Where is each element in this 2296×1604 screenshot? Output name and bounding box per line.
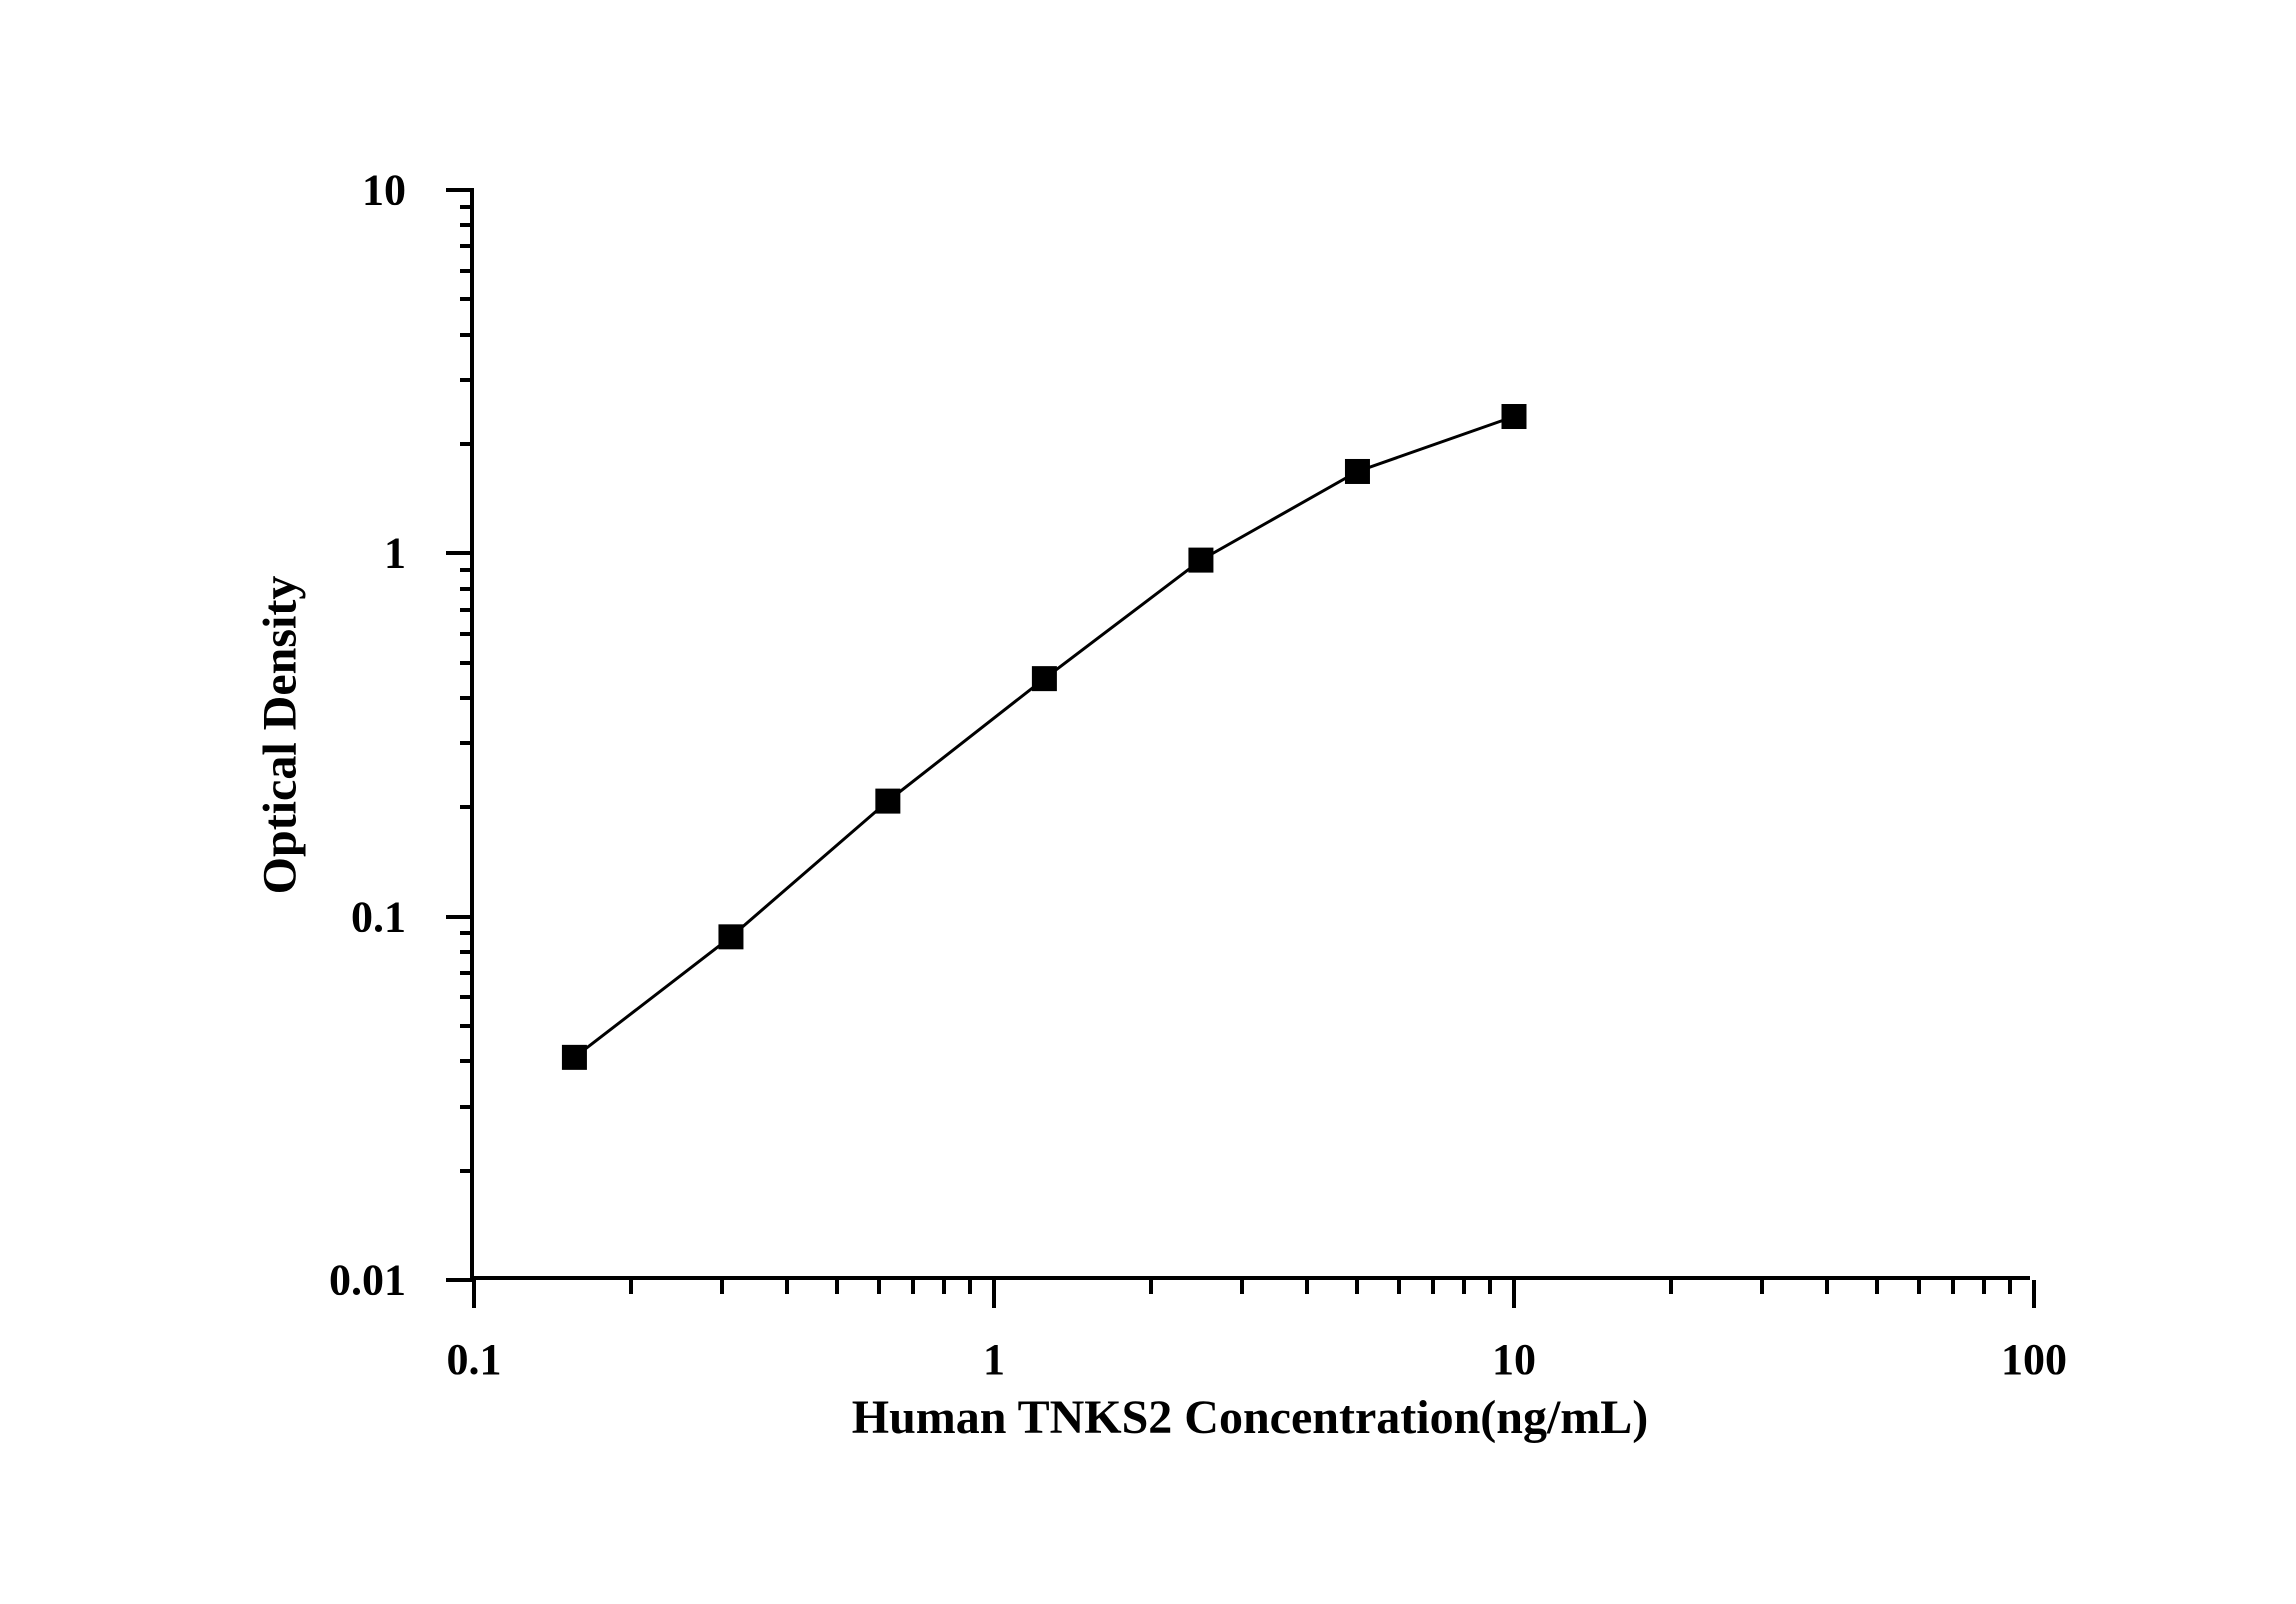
y-tick-label: 0.1: [351, 891, 474, 942]
y-minor-tick: [460, 950, 474, 954]
x-minor-tick: [1305, 1280, 1309, 1294]
x-axis-label: Human TNKS2 Concentration(ng/mL): [852, 1390, 1649, 1445]
x-major-tick: [2032, 1280, 2036, 1308]
x-minor-tick: [911, 1280, 915, 1294]
x-minor-tick: [1982, 1280, 1986, 1294]
x-tick-label: 100: [2001, 1334, 2067, 1385]
plot-svg: [474, 190, 2034, 1280]
y-minor-tick: [460, 1169, 474, 1173]
y-minor-tick: [460, 971, 474, 975]
y-minor-tick: [460, 333, 474, 337]
x-minor-tick: [1488, 1280, 1492, 1294]
y-minor-tick: [460, 608, 474, 612]
y-axis-label: Optical Density: [253, 576, 308, 895]
x-minor-tick: [942, 1280, 946, 1294]
y-tick-label: 10: [362, 165, 474, 216]
y-minor-tick: [460, 378, 474, 382]
y-minor-tick: [460, 931, 474, 935]
x-tick-label: 1: [983, 1334, 1005, 1385]
x-minor-tick: [2008, 1280, 2012, 1294]
x-tick-label: 0.1: [447, 1334, 502, 1385]
x-minor-tick: [629, 1280, 633, 1294]
x-minor-tick: [1462, 1280, 1466, 1294]
series-marker: [562, 1045, 586, 1069]
x-minor-tick: [877, 1280, 881, 1294]
x-minor-tick: [1355, 1280, 1359, 1294]
y-minor-tick: [460, 1059, 474, 1063]
y-minor-tick: [460, 805, 474, 809]
y-minor-tick: [460, 696, 474, 700]
y-minor-tick: [460, 297, 474, 301]
series-marker: [719, 925, 743, 949]
y-minor-tick: [460, 1024, 474, 1028]
series-marker: [876, 789, 900, 813]
x-minor-tick: [1669, 1280, 1673, 1294]
plot-area: 0.010.11100.1110100: [470, 190, 2030, 1280]
y-minor-tick: [460, 223, 474, 227]
series-line: [574, 417, 1514, 1058]
x-minor-tick: [1951, 1280, 1955, 1294]
series-marker: [1345, 459, 1369, 483]
y-minor-tick: [460, 205, 474, 209]
x-minor-tick: [1397, 1280, 1401, 1294]
x-major-tick: [1512, 1280, 1516, 1308]
x-major-tick: [992, 1280, 996, 1308]
x-major-tick: [472, 1280, 476, 1308]
series-marker: [1502, 405, 1526, 429]
x-minor-tick: [968, 1280, 972, 1294]
y-minor-tick: [460, 568, 474, 572]
y-minor-tick: [460, 661, 474, 665]
x-minor-tick: [785, 1280, 789, 1294]
x-minor-tick: [1149, 1280, 1153, 1294]
y-minor-tick: [460, 1105, 474, 1109]
y-minor-tick: [460, 995, 474, 999]
y-minor-tick: [460, 269, 474, 273]
x-minor-tick: [1917, 1280, 1921, 1294]
x-minor-tick: [1760, 1280, 1764, 1294]
y-tick-label: 0.01: [329, 1255, 474, 1306]
series-marker: [1032, 667, 1056, 691]
y-minor-tick: [460, 587, 474, 591]
x-minor-tick: [720, 1280, 724, 1294]
x-minor-tick: [1240, 1280, 1244, 1294]
y-minor-tick: [460, 244, 474, 248]
x-minor-tick: [1875, 1280, 1879, 1294]
series-marker: [1189, 548, 1213, 572]
x-minor-tick: [1431, 1280, 1435, 1294]
y-minor-tick: [460, 632, 474, 636]
y-minor-tick: [460, 741, 474, 745]
x-minor-tick: [835, 1280, 839, 1294]
y-minor-tick: [460, 442, 474, 446]
x-tick-label: 10: [1492, 1334, 1536, 1385]
x-minor-tick: [1825, 1280, 1829, 1294]
